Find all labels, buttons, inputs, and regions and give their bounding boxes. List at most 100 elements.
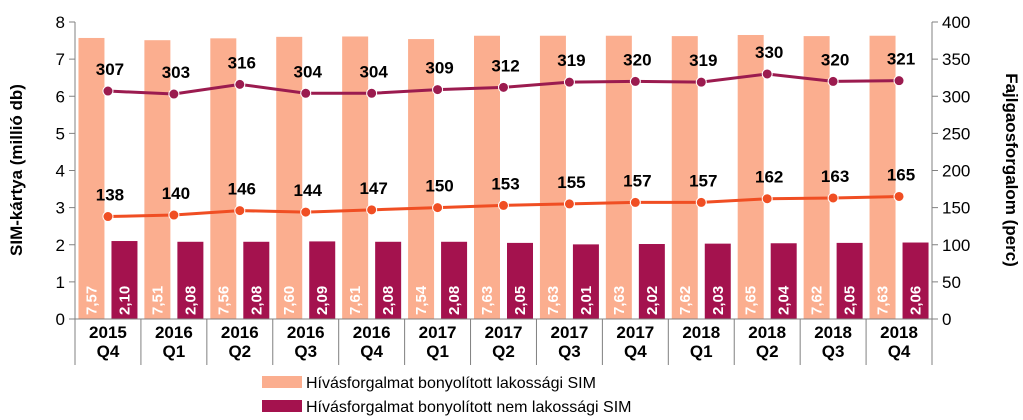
line-value-label: 140 [162,184,190,203]
line-point [498,199,509,211]
line-point [234,78,246,90]
left-tick-label: 8 [56,13,65,32]
left-tick-label: 6 [56,87,65,106]
line-value-label: 309 [425,59,453,78]
category-label: 2018 [880,323,918,342]
category-label: 2017 [551,323,589,342]
bar-value-label: 2,06 [908,286,925,315]
bar [342,36,369,319]
bar-value-label: 2,08 [248,286,265,315]
bar [144,40,171,319]
category-label: 2018 [814,323,852,342]
right-tick-label: 350 [942,50,970,69]
line-point [102,211,114,223]
bar-value-label: 7,60 [281,286,298,315]
left-tick-label: 5 [56,124,65,143]
lines-layer: 307 303 316 304 304 309 312 319 320 319 330 320 321 1… [96,43,915,223]
bar-value-label: 7,62 [677,286,694,315]
bar [78,37,105,320]
line-value-label: 157 [689,171,717,190]
bar-value-label: 7,57 [83,286,100,315]
line-point [695,196,707,208]
line-point [827,192,839,204]
line-point [629,75,641,87]
category-label: 2017 [419,323,457,342]
bar [177,241,204,319]
legend-swatch [262,400,302,412]
left-tick-label: 3 [56,199,65,218]
line-point [498,81,509,93]
line-point [234,205,246,217]
bar [111,241,138,319]
category-label: Q2 [228,342,251,361]
category-label: 2018 [682,323,720,342]
line-point [893,75,905,87]
bar-value-label: 2,09 [314,286,331,315]
line-value-label: 150 [425,177,453,196]
line-value-label: 157 [623,171,651,190]
left-tick-label: 4 [56,162,65,181]
line-point [563,76,575,88]
bar [836,242,863,319]
bar [441,241,468,319]
legend-label: Hívásforgalmat bonyolított lakossági SIM [306,375,596,392]
line-value-label: 303 [162,63,190,82]
line-value-label: 155 [557,173,585,192]
category-label: Q2 [492,342,515,361]
bar-value-label: 2,08 [182,286,199,315]
line-value-label: 144 [294,181,323,200]
bar [770,243,797,319]
line-point [563,198,575,210]
category-label: 2016 [353,323,391,342]
line-value-label: 307 [96,60,124,79]
bar [309,241,336,319]
line-point [893,190,905,202]
category-label: Q3 [558,342,581,361]
bar [902,242,929,319]
category-label: 2018 [748,323,786,342]
line-point [761,193,773,205]
line-value-label: 321 [887,50,915,69]
left-tick-label: 1 [56,273,65,292]
line-point [432,202,444,214]
bar-value-label: 7,63 [875,286,892,315]
line-point [300,206,312,218]
line-value-label: 330 [755,43,783,62]
bar-value-label: 7,61 [347,286,364,315]
bar-value-label: 7,65 [743,286,760,315]
category-label: Q4 [624,342,647,361]
bar [507,242,533,319]
category-label: Q4 [360,342,383,361]
category-label: Q2 [756,342,779,361]
left-axis-title: SIM-kártya (millió db) [7,84,26,256]
category-label: Q1 [163,342,186,361]
line-value-label: 316 [228,53,256,72]
line-value-label: 304 [294,62,323,81]
bar [243,241,270,319]
line-point [629,196,641,208]
category-label: Q4 [888,342,911,361]
line-value-label: 320 [623,50,651,69]
category-label: 2016 [155,323,193,342]
right-tick-label: 0 [942,310,951,329]
bar-value-label: 2,10 [116,286,133,315]
category-label: 2016 [221,323,259,342]
right-tick-label: 400 [942,13,970,32]
bar [474,35,500,320]
axes-layer: 0123456780501001502002503003504002015Q42… [56,13,970,365]
left-tick-label: 0 [56,310,65,329]
line-point [168,209,180,221]
line-point [432,84,444,96]
category-label: Q1 [690,342,713,361]
bar-value-label: 7,54 [413,285,430,315]
category-label: 2017 [616,323,654,342]
bar-value-label: 2,02 [644,286,661,315]
category-label: Q4 [97,342,120,361]
right-tick-label: 50 [942,273,961,292]
bar [737,34,764,320]
line-point [827,75,839,87]
line-point [695,76,707,88]
line-value-label: 162 [755,168,783,187]
line-point [366,204,378,216]
